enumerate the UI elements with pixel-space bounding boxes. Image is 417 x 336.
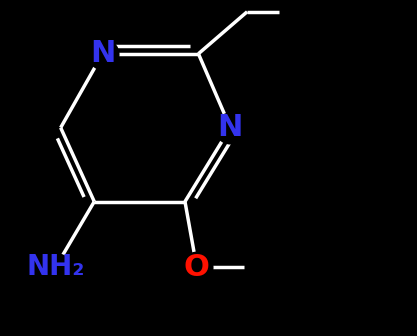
Text: O: O: [184, 253, 210, 282]
Text: N: N: [218, 113, 243, 142]
Text: N: N: [90, 39, 116, 68]
Text: NH₂: NH₂: [26, 253, 85, 281]
